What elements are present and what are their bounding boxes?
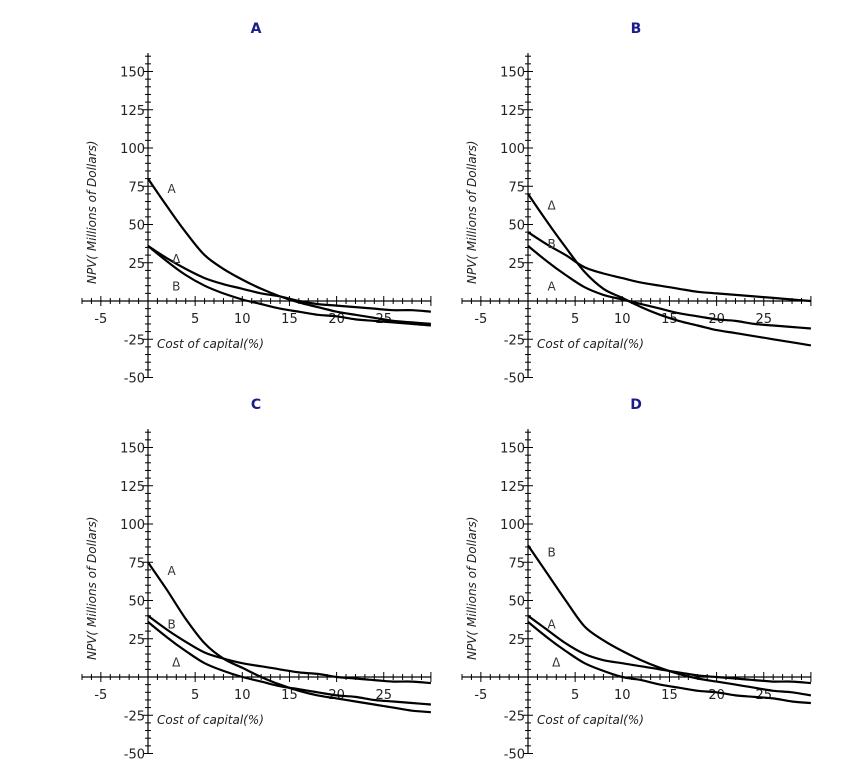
x-tick-label: 15: [281, 688, 298, 703]
y-tick-label: 150: [120, 442, 145, 457]
curve-label: Δ: [552, 656, 561, 670]
y-tick-label: 75: [508, 556, 525, 571]
x-tick-label: 25: [375, 688, 392, 703]
curve-label: Δ: [172, 252, 181, 266]
x-axis-label: Cost of capital(%): [157, 337, 264, 351]
y-tick-label: 150: [500, 66, 525, 81]
y-tick-label: 50: [508, 595, 525, 610]
x-tick-label: -5: [94, 688, 107, 703]
npv-curve-delta: [147, 244, 431, 313]
y-tick-label: 100: [120, 518, 145, 533]
y-axis-label: NPV( Millions of Dollars): [465, 141, 479, 284]
y-tick-label: 50: [128, 595, 145, 610]
y-tick-label: 125: [500, 480, 525, 495]
x-tick-label: 10: [614, 688, 631, 703]
curve-label: Δ: [172, 656, 181, 670]
y-tick-label: 75: [508, 180, 525, 195]
npv-curve-b: [147, 245, 432, 327]
npv-curve-b: [527, 231, 812, 303]
x-tick-label: -5: [94, 312, 107, 327]
chart-title: D: [630, 397, 642, 413]
y-tick-label: 50: [508, 219, 525, 234]
x-tick-label: 10: [234, 688, 251, 703]
x-tick-label: 5: [571, 312, 579, 327]
y-axis-label: NPV( Millions of Dollars): [85, 517, 99, 660]
y-tick-label: 75: [128, 556, 145, 571]
chart-title: C: [251, 397, 261, 413]
x-tick-label: 10: [234, 312, 251, 327]
x-tick-label: 20: [708, 688, 725, 703]
y-tick-label: -50: [124, 372, 145, 387]
y-tick-label: 150: [120, 66, 145, 81]
curve-label: B: [167, 617, 175, 631]
y-tick-label: 150: [500, 442, 525, 457]
curve-label: A: [547, 617, 556, 631]
x-tick-label: -5: [474, 312, 487, 327]
y-axis-label: NPV( Millions of Dollars): [85, 141, 99, 284]
y-tick-label: -50: [504, 748, 525, 763]
y-tick-label: 25: [508, 257, 525, 272]
chart-title: B: [631, 21, 642, 37]
y-tick-label: 100: [500, 518, 525, 533]
npv-curve-a: [527, 245, 811, 330]
curve-label: A: [547, 280, 556, 294]
curve-label: B: [547, 546, 555, 560]
curve-label: Δ: [547, 199, 556, 213]
y-axis-label: NPV( Millions of Dollars): [465, 517, 479, 660]
y-tick-label: -50: [504, 372, 525, 387]
y-tick-label: 125: [120, 104, 145, 119]
x-axis-label: Cost of capital(%): [537, 337, 644, 351]
chart-title: A: [251, 21, 262, 37]
y-tick-label: 50: [128, 219, 145, 234]
curve-label: A: [167, 182, 176, 196]
y-tick-label: -25: [124, 333, 145, 348]
curve-label: A: [167, 564, 176, 578]
x-tick-label: 5: [191, 688, 199, 703]
x-tick-label: 5: [571, 688, 579, 703]
curve-label: B: [172, 280, 180, 294]
y-tick-label: 125: [120, 480, 145, 495]
npv-curve-a: [527, 614, 811, 685]
x-tick-label: 15: [661, 688, 678, 703]
y-tick-label: 25: [508, 633, 525, 648]
x-tick-label: 25: [755, 312, 772, 327]
npv-curve-delta: [147, 621, 431, 706]
chart-panel-d: D -5 5 10 15 20 25 -50 -25 25 50 75 100 125 150 Cost of…: [461, 397, 812, 763]
curve-label: B: [547, 237, 555, 251]
x-tick-label: 25: [755, 688, 772, 703]
x-tick-label: -5: [474, 688, 487, 703]
x-tick-label: 15: [281, 312, 298, 327]
y-tick-label: -25: [504, 709, 525, 724]
y-tick-label: 100: [120, 142, 145, 157]
y-tick-label: -25: [124, 709, 145, 724]
npv-curve-b: [147, 614, 431, 685]
y-tick-label: 125: [500, 104, 525, 119]
y-tick-label: 75: [128, 180, 145, 195]
x-tick-label: 5: [191, 312, 199, 327]
y-tick-label: -25: [504, 333, 525, 348]
x-axis-label: Cost of capital(%): [157, 713, 264, 727]
y-tick-label: 100: [500, 142, 525, 157]
x-tick-label: 20: [328, 312, 345, 327]
y-tick-label: 25: [128, 257, 145, 272]
npv-curve-delta: [527, 621, 811, 705]
x-axis-label: Cost of capital(%): [537, 713, 644, 727]
y-tick-label: 25: [128, 633, 145, 648]
x-tick-label: 10: [614, 312, 631, 327]
y-tick-label: -50: [124, 748, 145, 763]
